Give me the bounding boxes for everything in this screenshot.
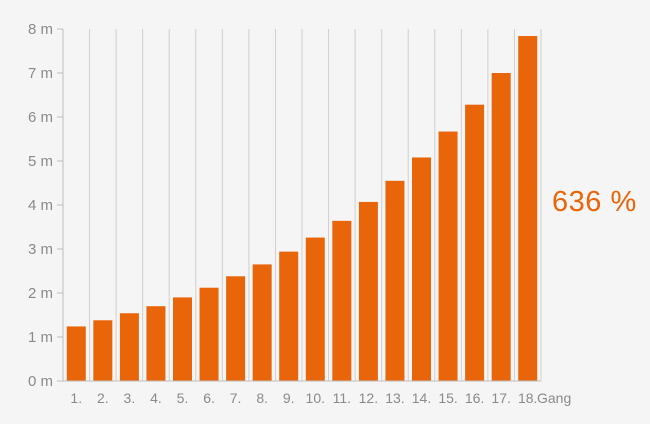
x-tick-label: 14.	[412, 390, 431, 406]
x-tick-label: 11.	[333, 390, 351, 406]
bar-16	[465, 104, 485, 382]
y-tick-label: 1 m	[28, 329, 53, 346]
x-tick-label: 16.	[465, 390, 484, 406]
bar-9	[279, 251, 299, 381]
x-tick-label: 9.	[283, 390, 295, 406]
x-tick-label: 1.	[70, 390, 82, 406]
growth-annotation: 636 %	[552, 186, 637, 218]
y-tick-label: 6 m	[28, 109, 53, 126]
y-tick-label: 7 m	[28, 65, 53, 82]
x-tick-label: 6.	[203, 390, 215, 406]
y-tick-label: 3 m	[28, 241, 53, 258]
x-tick-label: 2.	[97, 390, 109, 406]
x-tick-label: 10.	[306, 390, 325, 406]
bar-8	[252, 264, 272, 381]
x-tick-label: 13.	[385, 390, 404, 406]
bar-3	[119, 313, 139, 381]
x-unit-label: Gang	[537, 390, 571, 406]
bars	[66, 36, 538, 382]
y-tick-label: 5 m	[28, 153, 53, 170]
bar-15	[438, 131, 458, 381]
y-tick-labels: 0 m 1 m 2 m 3 m 4 m 5 m 6 m 7 m 8 m	[28, 21, 53, 390]
x-tick-label: 18.	[518, 390, 537, 406]
bar-10	[305, 237, 325, 381]
bar-5	[173, 297, 192, 381]
x-tick-label: 5.	[177, 390, 189, 406]
bar-4	[146, 306, 166, 381]
bar-11	[332, 220, 352, 381]
x-tick-label: 15.	[438, 390, 457, 406]
grid-lines	[62, 29, 542, 381]
bar-6	[199, 287, 219, 381]
x-tick-label: 12.	[359, 390, 378, 406]
axes	[57, 28, 541, 382]
y-tick-label: 4 m	[28, 197, 53, 214]
y-tick-label: 2 m	[28, 285, 53, 302]
bar-13	[385, 180, 405, 381]
bar-7	[226, 276, 246, 381]
bar-2	[93, 320, 113, 381]
bar-12	[358, 201, 378, 381]
bar-18	[518, 36, 538, 381]
x-tick-labels: 1. 2. 3. 4. 5. 6. 7. 8. 9. 10. 11. 12. 13. 14. 15. 16. 1…	[70, 390, 537, 406]
x-tick-label: 17.	[491, 390, 510, 406]
bar-1	[66, 326, 86, 381]
bar-17	[491, 73, 511, 381]
y-tick-label: 0 m	[28, 373, 53, 390]
y-tick-label: 8 m	[28, 21, 53, 38]
x-tick-label: 7.	[230, 390, 242, 406]
x-tick-label: 8.	[256, 390, 268, 406]
x-tick-label: 4.	[150, 390, 162, 406]
bar-14	[412, 157, 431, 381]
x-tick-label: 3.	[124, 390, 136, 406]
